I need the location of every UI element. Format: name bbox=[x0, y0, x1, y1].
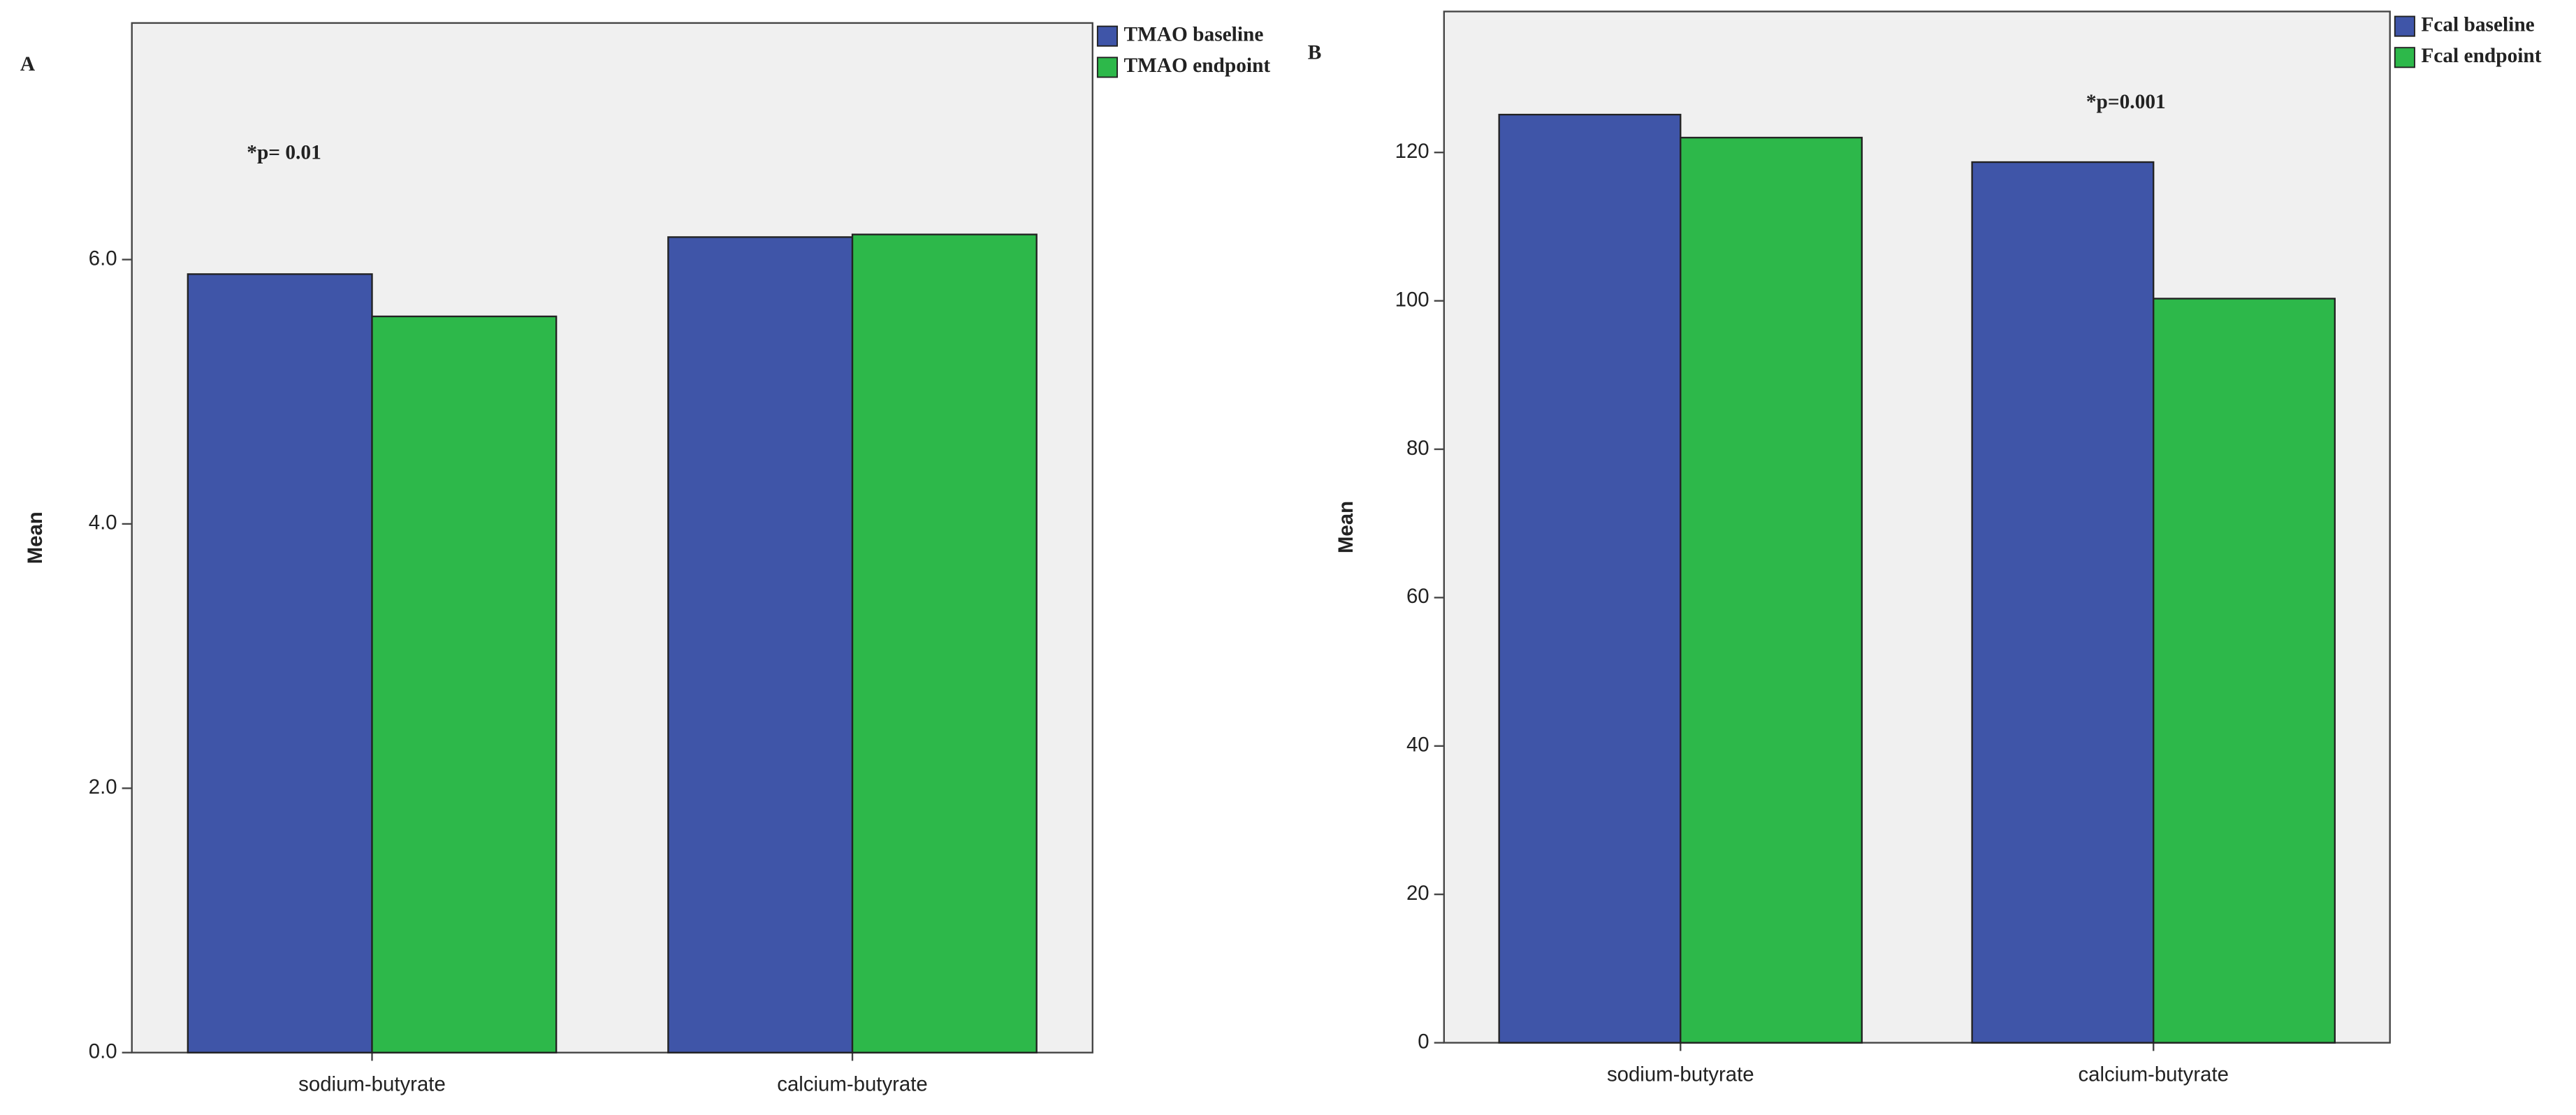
y-axis-label: Mean bbox=[24, 511, 47, 564]
annotation: *p=0.001 bbox=[2086, 91, 2166, 113]
bar bbox=[1680, 136, 1863, 1044]
x-tick-label: calcium-butyrate bbox=[2078, 1063, 2229, 1086]
y-tick-label: 120 bbox=[1395, 140, 1429, 163]
legend-swatch bbox=[1096, 25, 1118, 47]
x-tick-label: sodium-butyrate bbox=[298, 1072, 446, 1095]
bar bbox=[371, 315, 558, 1054]
y-tick-label: 100 bbox=[1395, 288, 1429, 311]
y-tick-label: 0 bbox=[1418, 1030, 1429, 1053]
y-tick-label: 0.0 bbox=[89, 1040, 117, 1063]
legend-label: Fcal baseline bbox=[2421, 13, 2534, 36]
panel-label: A bbox=[20, 53, 35, 75]
bar bbox=[1971, 161, 2155, 1044]
x-tick-label: calcium-butyrate bbox=[777, 1072, 928, 1095]
y-tick-label: 60 bbox=[1406, 585, 1429, 608]
annotation: *p= 0.01 bbox=[247, 142, 321, 164]
bar bbox=[851, 233, 1038, 1054]
bar bbox=[667, 236, 854, 1054]
y-tick-label: 6.0 bbox=[89, 247, 117, 270]
y-axis-label: Mean bbox=[1334, 501, 1358, 553]
bar bbox=[187, 273, 373, 1054]
y-tick-label: 40 bbox=[1406, 734, 1429, 757]
y-tick-label: 2.0 bbox=[89, 775, 117, 799]
bar bbox=[2153, 298, 2336, 1044]
y-tick-label: 20 bbox=[1406, 882, 1429, 905]
legend-label: TMAO endpoint bbox=[1123, 54, 1270, 77]
legend-label: TMAO baseline bbox=[1123, 23, 1263, 45]
legend-swatch bbox=[2394, 47, 2415, 68]
legend-label: Fcal endpoint bbox=[2421, 45, 2541, 67]
legend-swatch bbox=[2394, 15, 2415, 37]
panel-label: B bbox=[1308, 41, 1322, 64]
bar bbox=[1498, 113, 1682, 1044]
y-tick-label: 80 bbox=[1406, 437, 1429, 460]
x-tick-label: sodium-butyrate bbox=[1607, 1063, 1754, 1086]
legend-swatch bbox=[1096, 57, 1118, 78]
y-tick-label: 4.0 bbox=[89, 511, 117, 534]
